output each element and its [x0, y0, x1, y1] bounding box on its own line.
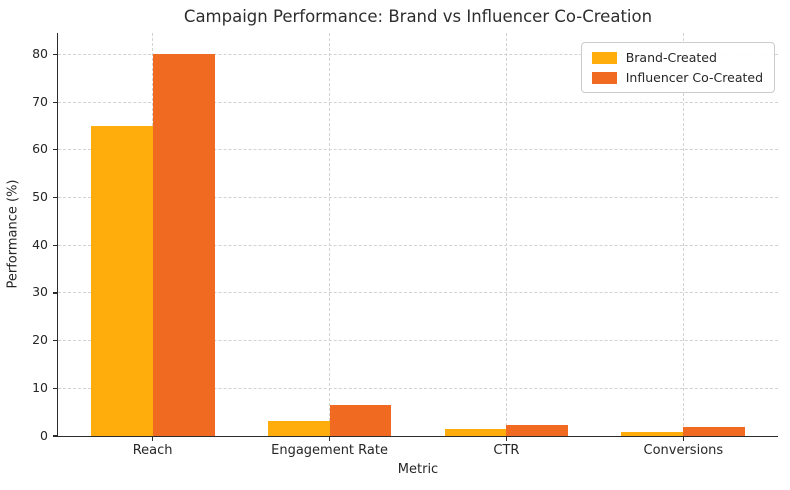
legend: Brand-Created Influencer Co-Created: [580, 42, 775, 93]
legend-label-influencer-co-created: Influencer Co-Created: [625, 70, 763, 85]
y-tick-10: [53, 387, 58, 389]
x-tick-label-reach: Reach: [132, 443, 173, 458]
bar-brand-created-reach: [90, 126, 153, 436]
gridline-y-40: [58, 244, 778, 246]
gridline-y-20: [58, 340, 778, 342]
x-tick-label-ctr: CTR: [493, 443, 520, 458]
bar-influencer-co-created-conversions: [683, 427, 746, 436]
x-axis-label: Metric: [397, 462, 439, 477]
legend-item-influencer-co-created: Influencer Co-Created: [591, 70, 763, 85]
y-tick-label-60: 60: [32, 141, 48, 157]
y-tick-30: [53, 292, 58, 294]
bar-influencer-co-created-ctr: [506, 425, 569, 436]
x-tick-ctr: [505, 436, 508, 441]
bar-brand-created-engagement-rate: [267, 420, 330, 436]
x-tick-engagement-rate: [328, 436, 331, 441]
y-tick-label-80: 80: [32, 45, 48, 61]
y-tick-label-70: 70: [32, 93, 48, 109]
x-tick-label-engagement-rate: Engagement Rate: [271, 443, 388, 458]
legend-swatch-brand-created: [591, 51, 617, 64]
y-tick-70: [53, 101, 58, 103]
gridline-y-70: [58, 101, 778, 103]
y-axis-spine: [57, 33, 59, 436]
gridline-y-50: [58, 197, 778, 199]
y-tick-label-30: 30: [32, 284, 48, 300]
gridline-x-engagement-rate: [329, 33, 331, 436]
gridline-y-30: [58, 292, 778, 294]
gridline-y-80: [58, 53, 778, 55]
bar-brand-created-ctr: [444, 428, 507, 436]
y-tick-20: [53, 339, 58, 342]
y-tick-0: [53, 435, 58, 437]
plot-area: 0 10 20 30 40 50 60 70 80 Reach Engagement Rate CTR…: [32, 33, 778, 457]
y-tick-label-10: 10: [32, 379, 48, 395]
gridline-y-10: [58, 387, 778, 389]
bar-influencer-co-created-reach: [152, 54, 215, 436]
bar-brand-created-conversions: [621, 432, 684, 436]
y-tick-label-20: 20: [32, 332, 48, 348]
y-tick-80: [53, 53, 58, 56]
x-axis-spine: [57, 435, 778, 437]
y-tick-60: [53, 149, 58, 151]
y-tick-label-0: 0: [40, 427, 48, 443]
legend-label-brand-created: Brand-Created: [625, 50, 717, 65]
legend-item-brand-created: Brand-Created: [591, 50, 763, 65]
gridline-y-60: [58, 149, 778, 151]
x-tick-conversions: [682, 436, 684, 441]
x-tick-label-conversions: Conversions: [643, 443, 724, 458]
gridline-x-ctr: [505, 33, 507, 436]
gridline-x-conversions: [682, 33, 684, 436]
y-tick-label-40: 40: [32, 236, 48, 252]
y-tick-40: [53, 244, 58, 246]
legend-swatch-influencer-co-created: [591, 71, 617, 84]
chart-title: Campaign Performance: Brand vs Influence…: [183, 7, 653, 26]
bar-influencer-co-created-engagement-rate: [329, 405, 392, 436]
x-tick-reach: [151, 436, 154, 441]
y-tick-label-50: 50: [32, 189, 48, 205]
y-tick-50: [53, 196, 58, 199]
